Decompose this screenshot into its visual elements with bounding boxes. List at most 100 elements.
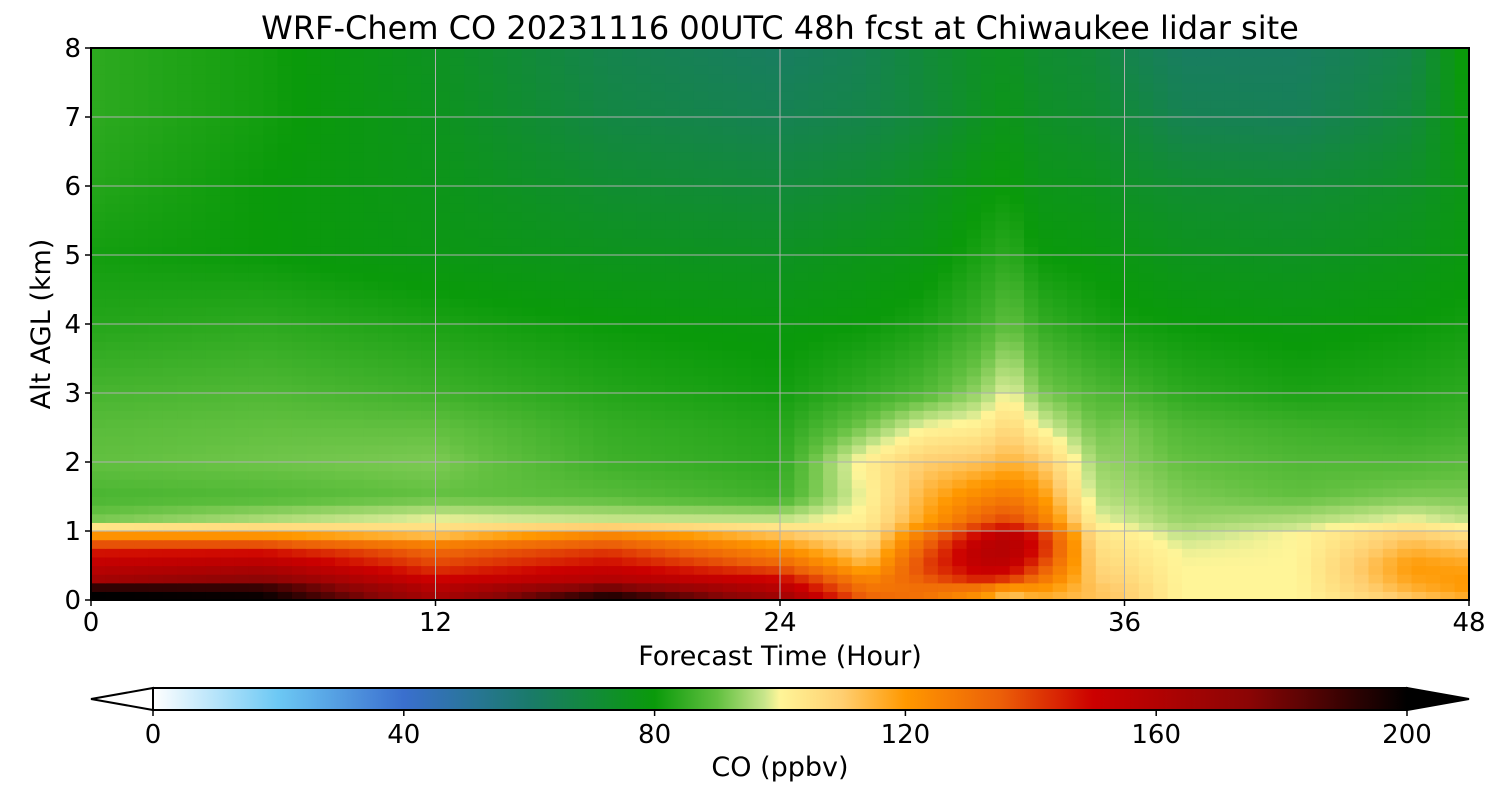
heatmap-cell xyxy=(1009,582,1025,592)
heatmap-cell xyxy=(1167,306,1183,316)
heatmap-cell xyxy=(808,315,824,325)
heatmap-cell xyxy=(134,418,150,429)
heatmap-cell xyxy=(550,160,566,170)
heatmap-cell xyxy=(177,453,193,463)
heatmap-cell xyxy=(464,255,480,265)
heatmap-cell xyxy=(579,315,594,325)
heatmap-cell xyxy=(593,470,609,480)
heatmap-cell xyxy=(564,358,580,368)
heatmap-cell xyxy=(1210,315,1226,325)
heatmap-cell xyxy=(1052,367,1068,377)
heatmap-cell xyxy=(765,375,781,385)
heatmap-cell xyxy=(1181,272,1197,282)
heatmap-cell xyxy=(134,324,150,334)
heatmap-cell xyxy=(1124,289,1140,299)
heatmap-cell xyxy=(708,470,724,480)
heatmap-cell xyxy=(1454,418,1469,429)
heatmap-cell xyxy=(751,505,767,515)
heatmap-cell xyxy=(177,505,193,515)
heatmap-cell xyxy=(1110,470,1126,480)
heatmap-cell xyxy=(1224,211,1240,222)
heatmap-cell xyxy=(220,401,236,411)
heatmap-cell xyxy=(1153,332,1169,342)
heatmap-cell xyxy=(650,436,666,446)
heatmap-cell xyxy=(1239,280,1255,291)
heatmap-cell xyxy=(119,349,135,360)
heatmap-cell xyxy=(980,160,996,170)
heatmap-cell xyxy=(823,462,839,472)
heatmap-cell xyxy=(1239,177,1255,187)
heatmap-cell xyxy=(607,194,623,204)
heatmap-cell xyxy=(1311,444,1327,454)
heatmap-cell xyxy=(449,582,465,592)
heatmap-cell xyxy=(607,462,623,472)
heatmap-cell xyxy=(248,513,264,523)
heatmap-cell xyxy=(679,255,695,265)
heatmap-cell xyxy=(1268,289,1283,299)
heatmap-cell xyxy=(507,298,523,308)
heatmap-cell xyxy=(363,505,379,515)
heatmap-cell xyxy=(966,436,982,446)
heatmap-cell xyxy=(378,211,394,222)
heatmap-cell xyxy=(780,444,795,454)
heatmap-cell xyxy=(263,444,279,454)
heatmap-cell xyxy=(263,453,279,463)
heatmap-cell xyxy=(1253,367,1269,377)
heatmap-cell xyxy=(937,582,953,592)
heatmap-cell xyxy=(937,160,953,170)
heatmap-cell xyxy=(335,462,350,472)
heatmap-cell xyxy=(478,358,494,368)
heatmap-cell xyxy=(923,203,939,213)
heatmap-cell xyxy=(636,289,652,299)
heatmap-cell xyxy=(780,410,795,420)
heatmap-cell xyxy=(995,582,1011,592)
heatmap-cell xyxy=(91,505,106,515)
heatmap-cell xyxy=(1454,410,1469,420)
heatmap-cell xyxy=(1095,462,1111,472)
heatmap-cell xyxy=(923,272,939,282)
heatmap-cell xyxy=(406,444,422,454)
heatmap-cell xyxy=(464,574,480,584)
heatmap-cell xyxy=(923,418,939,429)
heatmap-cell xyxy=(1268,539,1283,549)
heatmap-cell xyxy=(1368,453,1384,463)
heatmap-cell xyxy=(1038,410,1054,420)
heatmap-cell xyxy=(291,160,307,170)
heatmap-cell xyxy=(220,341,236,351)
heatmap-cell xyxy=(808,306,824,316)
heatmap-cell xyxy=(535,341,551,351)
heatmap-cell xyxy=(1095,436,1111,446)
heatmap-cell xyxy=(880,306,896,316)
heatmap-cell xyxy=(1038,556,1054,567)
heatmap-cell xyxy=(894,487,910,498)
heatmap-cell xyxy=(1239,332,1255,342)
heatmap-cell xyxy=(622,375,638,385)
heatmap-cell xyxy=(349,151,365,161)
heatmap-cell xyxy=(306,220,322,230)
heatmap-cell xyxy=(1224,229,1240,239)
heatmap-cell xyxy=(794,556,810,567)
heatmap-cell xyxy=(1268,582,1283,592)
heatmap-cell xyxy=(335,151,350,161)
heatmap-cell xyxy=(708,436,724,446)
heatmap-cell xyxy=(708,220,724,230)
heatmap-cell xyxy=(91,436,106,446)
heatmap-cell xyxy=(363,410,379,420)
heatmap-cell xyxy=(291,255,307,265)
heatmap-cell xyxy=(1081,479,1097,489)
heatmap-cell xyxy=(378,479,394,489)
heatmap-cell xyxy=(1325,186,1341,196)
heatmap-cell xyxy=(1454,436,1469,446)
heatmap-cell xyxy=(507,306,523,316)
heatmap-cell xyxy=(1440,582,1456,592)
heatmap-cell xyxy=(636,367,652,377)
heatmap-cell xyxy=(435,151,451,161)
heatmap-cell xyxy=(593,401,609,411)
heatmap-cell xyxy=(1425,289,1441,299)
heatmap-cell xyxy=(1081,332,1097,342)
heatmap-cell xyxy=(1081,349,1097,360)
heatmap-cell xyxy=(1181,203,1197,213)
heatmap-cell xyxy=(1382,556,1398,567)
heatmap-cell xyxy=(1038,246,1054,256)
heatmap-cell xyxy=(1397,332,1413,342)
